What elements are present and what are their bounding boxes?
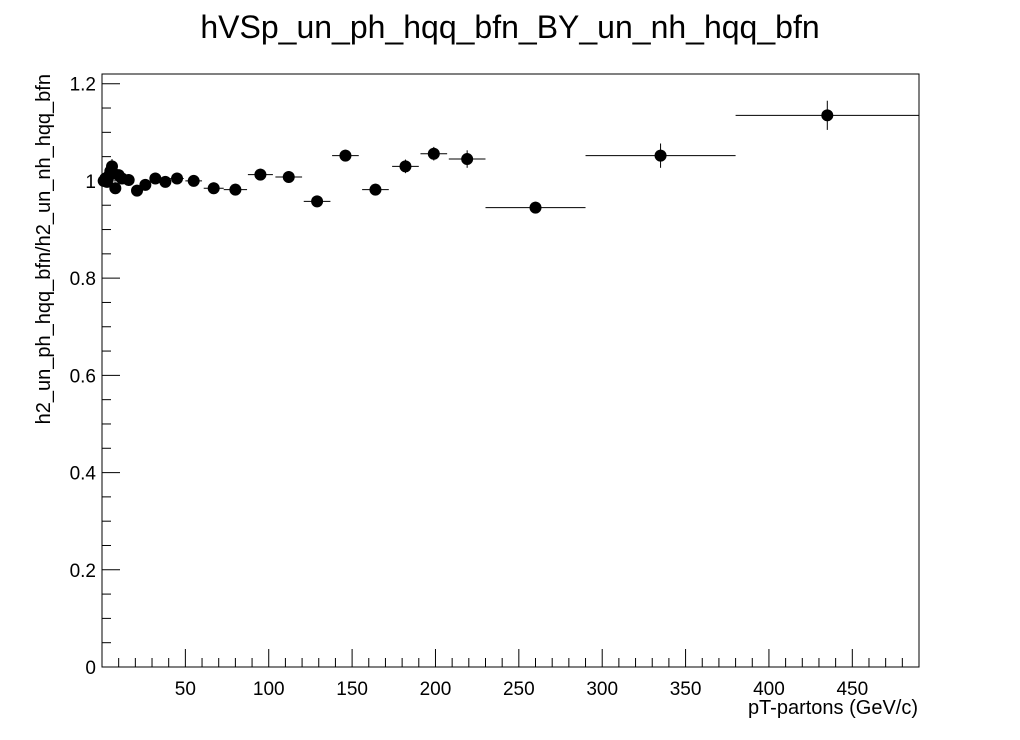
point-marker	[254, 168, 267, 181]
data-point	[420, 146, 448, 161]
data-point	[332, 149, 359, 162]
data-point	[585, 143, 736, 168]
data-point	[170, 172, 184, 185]
point-marker	[159, 175, 172, 188]
y-tick-label: 0	[85, 658, 96, 679]
data-point	[131, 184, 144, 197]
x-tick-label: 400	[753, 679, 785, 700]
point-marker	[529, 201, 542, 214]
y-tick-label: 0.2	[70, 561, 96, 582]
point-marker	[282, 171, 295, 184]
plot-frame	[101, 73, 920, 668]
data-point	[109, 182, 122, 195]
data-point	[149, 172, 162, 185]
point-marker	[187, 174, 200, 187]
x-tick-label: 100	[253, 679, 285, 700]
data-points	[97, 100, 919, 214]
point-marker	[821, 109, 834, 122]
point-marker	[207, 182, 220, 195]
point-marker	[339, 149, 352, 162]
point-marker	[131, 184, 144, 197]
x-axis-ticks	[118, 649, 903, 667]
point-marker	[654, 149, 667, 162]
x-tick-label: 450	[836, 679, 868, 700]
y-tick-label: 1.2	[70, 75, 96, 96]
x-axis-label: pT-partons (GeV/c)	[748, 697, 918, 719]
data-point	[223, 183, 248, 196]
x-tick-label: 300	[586, 679, 618, 700]
point-marker	[171, 172, 184, 185]
point-marker	[399, 160, 412, 173]
y-tick-label: 0.4	[70, 464, 97, 485]
y-tick-label: 0.8	[70, 269, 96, 290]
data-point	[362, 183, 389, 196]
point-marker	[311, 195, 324, 208]
x-tick-label: 350	[670, 679, 702, 700]
data-point	[203, 182, 224, 195]
data-point	[159, 175, 172, 188]
y-axis-label: h2_un_ph_hqq_bfn/h2_un_nh_hqq_bfn	[33, 74, 55, 424]
data-point	[303, 195, 331, 208]
x-tick-label: 150	[336, 679, 368, 700]
x-tick-label: 250	[503, 679, 535, 700]
data-point	[275, 171, 303, 184]
y-tick-label: 0.6	[70, 366, 96, 387]
point-marker	[427, 147, 440, 160]
point-marker	[149, 172, 162, 185]
chart-title: hVSp_un_ph_hqq_bfn_BY_un_nh_hqq_bfn	[200, 9, 819, 45]
point-marker	[229, 183, 242, 196]
point-marker	[109, 182, 122, 195]
x-tick-label: 50	[175, 679, 196, 700]
data-point	[139, 178, 152, 191]
data-point	[122, 173, 135, 186]
x-axis-tick-labels: 50 100 150 200 250 300 350 400 450	[175, 679, 868, 700]
data-point	[448, 150, 486, 168]
data-point	[485, 201, 586, 214]
data-point	[735, 100, 919, 130]
y-tick-label: 1	[85, 172, 96, 193]
point-marker	[139, 178, 152, 191]
point-marker	[369, 183, 382, 196]
point-marker	[461, 153, 474, 166]
data-point	[247, 168, 273, 181]
point-marker	[122, 173, 135, 186]
y-axis-tick-labels: 0 0.2 0.4 0.6 0.8 1 1.2	[70, 75, 97, 679]
data-point	[392, 159, 419, 174]
data-point	[185, 174, 203, 187]
x-tick-label: 200	[420, 679, 452, 700]
